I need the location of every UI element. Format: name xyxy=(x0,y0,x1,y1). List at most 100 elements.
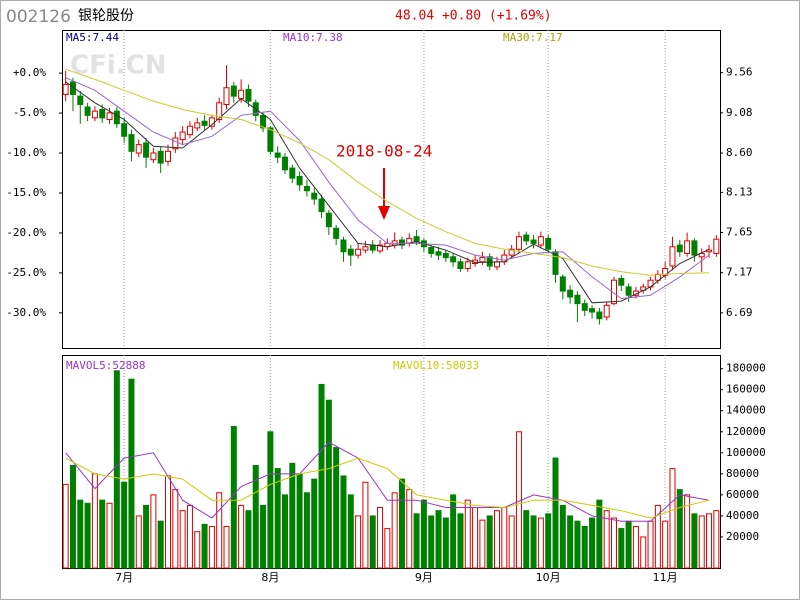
volume-bar xyxy=(223,525,230,569)
volume-bar xyxy=(84,502,91,569)
candle-body xyxy=(296,175,303,186)
candle-body xyxy=(91,110,98,119)
volume-bar xyxy=(435,510,442,569)
volume-bar xyxy=(420,499,427,569)
volume-bar xyxy=(157,520,164,569)
candle-body xyxy=(464,261,471,270)
candle-body xyxy=(442,252,449,259)
candle-body xyxy=(377,244,384,252)
volume-bar xyxy=(581,525,588,569)
y2-tick-label: -20.0% xyxy=(6,226,46,239)
volume-bar xyxy=(494,510,501,569)
candle-body xyxy=(201,120,208,126)
candle-body xyxy=(457,261,464,270)
volume-bar xyxy=(143,504,150,569)
volume-bar xyxy=(135,515,142,569)
watermark: CFi.CN xyxy=(70,51,166,81)
y-tick-label: 40000 xyxy=(726,509,759,522)
candle-body xyxy=(274,152,281,158)
candle-body xyxy=(245,88,252,102)
volume-bar xyxy=(384,528,391,569)
ma-line xyxy=(65,441,710,522)
volume-bar xyxy=(406,489,413,569)
candle-body xyxy=(99,109,106,119)
volume-bar xyxy=(62,483,69,569)
volume-bar xyxy=(632,525,639,569)
volume-bar xyxy=(106,502,113,569)
stock-name: 银轮股份 xyxy=(78,8,134,24)
candle-body xyxy=(676,244,683,253)
candle-body xyxy=(347,248,354,256)
volume-bar xyxy=(479,519,486,569)
volume-bar xyxy=(201,523,208,569)
volume-bar xyxy=(559,504,566,569)
y2-tick-label: -30.0% xyxy=(6,306,46,319)
annotation: 2018-08-24 xyxy=(336,142,432,161)
volume-bar xyxy=(472,507,479,569)
volume-bar xyxy=(654,504,661,569)
volume-bar xyxy=(69,464,76,569)
y2-tick-label: -15.0% xyxy=(6,186,46,199)
x-tick-label: 9月 xyxy=(415,571,433,584)
candle-body xyxy=(698,252,705,258)
volume-bar xyxy=(610,517,617,569)
candle-body xyxy=(238,89,245,100)
candle-body xyxy=(186,125,193,136)
candle-body xyxy=(450,256,457,263)
volume-bar xyxy=(318,383,325,569)
volume-bar xyxy=(537,517,544,569)
candle-body xyxy=(333,227,340,239)
candle-body xyxy=(150,152,157,161)
volume-bar xyxy=(515,431,522,569)
volume-bar xyxy=(311,478,318,569)
candle-body xyxy=(486,256,493,267)
volume-bar xyxy=(391,492,398,569)
y-tick-label: 9.56 xyxy=(726,66,753,79)
candle-body xyxy=(318,198,325,213)
candle-body xyxy=(172,137,179,150)
candle-body xyxy=(398,239,405,246)
volume-bar xyxy=(413,513,420,569)
volume-bar xyxy=(208,525,215,569)
volume-bar xyxy=(523,510,530,569)
legend-label: MA10:7.38 xyxy=(283,31,343,44)
volume-bar xyxy=(289,462,296,569)
volume-bar xyxy=(508,515,515,569)
y-tick-label: 160000 xyxy=(726,383,766,396)
volume-bar xyxy=(398,478,405,569)
volume-bar xyxy=(669,468,676,569)
volume-bar xyxy=(274,468,281,569)
volume-bar xyxy=(377,507,384,569)
candle-body xyxy=(143,142,150,158)
candle-body xyxy=(428,247,435,254)
ma-line xyxy=(65,68,710,276)
candle-body xyxy=(157,150,164,164)
x-tick-label: 8月 xyxy=(261,571,279,584)
volume-bar xyxy=(296,473,303,569)
candle-body xyxy=(84,106,91,116)
candle-body xyxy=(435,251,442,256)
volume-bar xyxy=(603,510,610,569)
volume-bar xyxy=(260,504,267,569)
candle-body xyxy=(194,122,201,129)
legend-label: MA5:7.44 xyxy=(66,31,119,44)
volume-bar xyxy=(113,370,120,569)
plot-layer: 9.56 9.08 8.60 8.13 7.65 7.17 6.69 +0.0% -5.0% -1… xyxy=(6,30,766,584)
y-tick-label: 180000 xyxy=(726,362,766,375)
volume-bar xyxy=(340,475,347,569)
candle-body xyxy=(69,81,76,95)
volume-bar xyxy=(267,431,274,569)
candle-body xyxy=(230,85,237,97)
volume-bar xyxy=(552,457,559,569)
candle-body xyxy=(515,236,522,250)
volume-bar xyxy=(486,515,493,569)
volume-bar xyxy=(640,536,647,569)
ma-line xyxy=(65,81,710,304)
y-tick-label: 80000 xyxy=(726,467,759,480)
candle-body xyxy=(303,185,310,192)
candle-body xyxy=(340,239,347,253)
y-tick-label: 140000 xyxy=(726,404,766,417)
volume-bar xyxy=(281,494,288,569)
volume-bar xyxy=(77,499,84,569)
